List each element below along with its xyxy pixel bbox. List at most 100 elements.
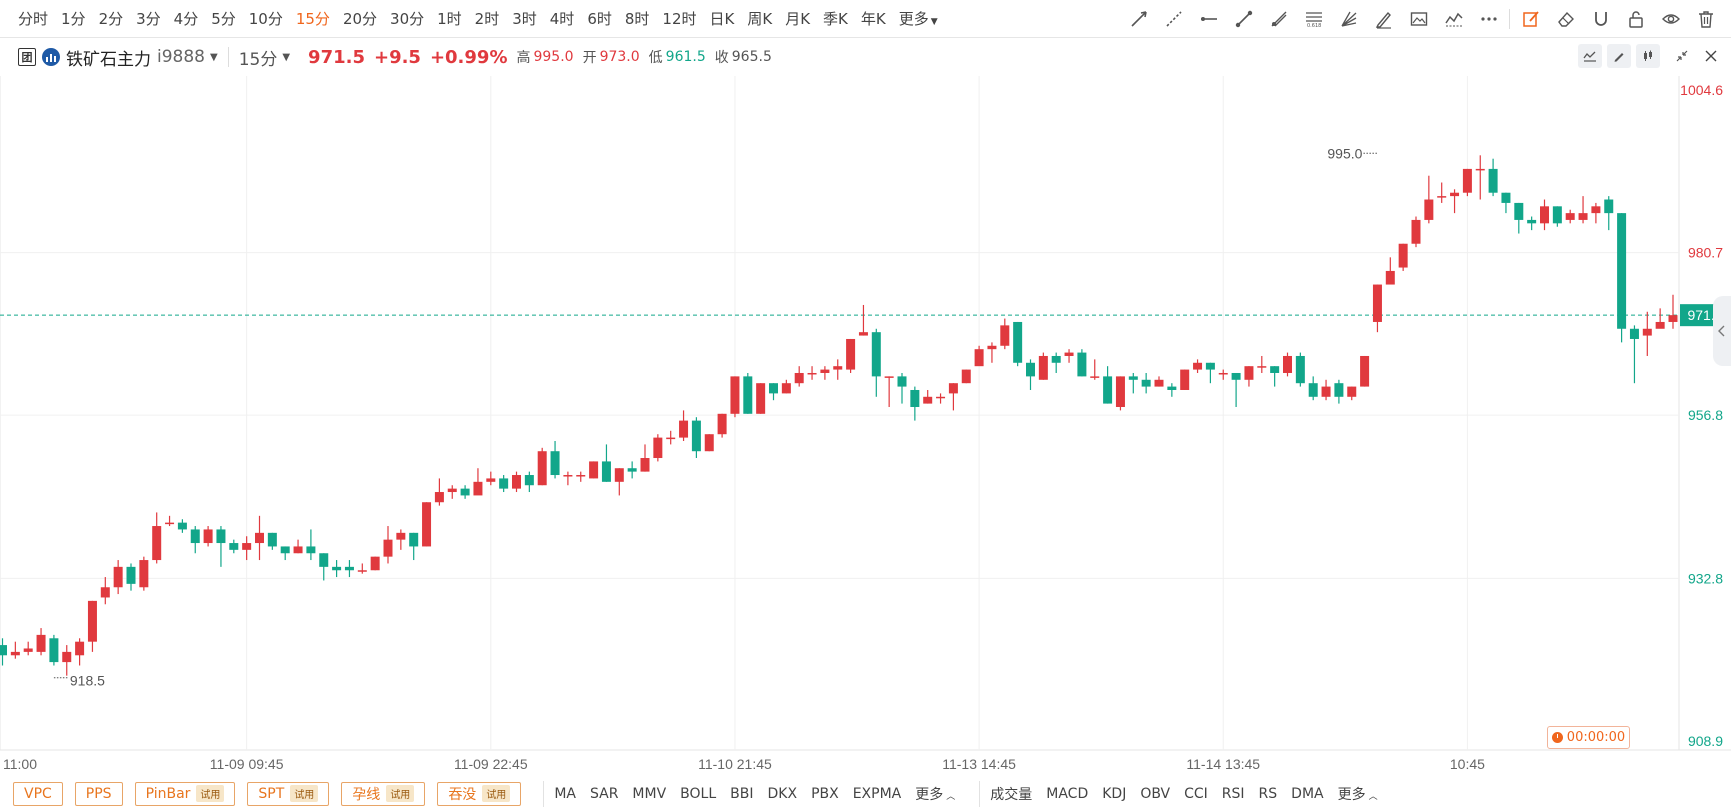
clock-icon bbox=[1551, 732, 1563, 743]
period-1[interactable]: 1分 bbox=[61, 10, 86, 28]
wave-tool-button[interactable] bbox=[1436, 0, 1471, 38]
close-icon bbox=[1705, 50, 1717, 62]
main-indicator-3[interactable]: BOLL bbox=[680, 785, 717, 802]
period-18[interactable]: 周K bbox=[747, 10, 773, 28]
period-more-button[interactable]: 更多 ▼ bbox=[899, 8, 938, 29]
main-indicator-7[interactable]: EXPMA bbox=[852, 785, 902, 802]
collapse-panel-button[interactable] bbox=[1713, 296, 1731, 366]
period-9[interactable]: 30分 bbox=[390, 10, 425, 28]
close-button[interactable] bbox=[1699, 44, 1723, 68]
sub-indicator-1[interactable]: MACD bbox=[1046, 785, 1089, 802]
period-2[interactable]: 2分 bbox=[98, 10, 124, 28]
brush-tool-button[interactable] bbox=[1366, 0, 1401, 38]
draw-button[interactable] bbox=[1607, 44, 1631, 68]
symbol-name[interactable]: 铁矿石主力 bbox=[66, 49, 151, 70]
period-12[interactable]: 3时 bbox=[512, 10, 537, 28]
main-indicator-1[interactable]: SAR bbox=[589, 785, 619, 802]
candle-body bbox=[1372, 284, 1382, 322]
strategy-tag-1[interactable]: PPS bbox=[74, 781, 123, 806]
horizontal-line-tool-button[interactable] bbox=[1191, 0, 1226, 38]
candle-body bbox=[1604, 199, 1614, 214]
candle-body bbox=[87, 600, 97, 642]
candle-body bbox=[1141, 379, 1151, 387]
candle-body bbox=[537, 451, 547, 486]
candle-body bbox=[447, 488, 457, 493]
strategy-tag-4[interactable]: 孕线 试用 bbox=[341, 781, 426, 806]
fan-tool-button[interactable] bbox=[1331, 0, 1366, 38]
period-4[interactable]: 4分 bbox=[173, 10, 199, 28]
candle-body bbox=[1552, 206, 1562, 224]
candle-body bbox=[473, 481, 483, 496]
period-11[interactable]: 2时 bbox=[474, 10, 500, 28]
period-10[interactable]: 1时 bbox=[437, 10, 462, 28]
chart-style-button[interactable] bbox=[1578, 44, 1602, 68]
image-tool-button[interactable] bbox=[1401, 0, 1436, 38]
period-16[interactable]: 12时 bbox=[662, 10, 697, 28]
period-13[interactable]: 4时 bbox=[549, 10, 575, 28]
strategy-tag-3[interactable]: SPT 试用 bbox=[247, 781, 330, 806]
sub-indicator-6[interactable]: RS bbox=[1258, 785, 1278, 802]
main-indicator-2[interactable]: MMV bbox=[632, 785, 667, 802]
main-indicator-more-button[interactable]: 更多 ︿ bbox=[915, 784, 955, 804]
symbol-badge-icon[interactable]: 团 bbox=[18, 48, 36, 66]
more-dots-tool-button[interactable] bbox=[1471, 0, 1506, 38]
candle-body bbox=[1437, 196, 1447, 198]
period-15[interactable]: 8时 bbox=[624, 10, 650, 28]
period-21[interactable]: 年K bbox=[860, 10, 886, 28]
period-6[interactable]: 10分 bbox=[248, 10, 283, 28]
candle-body bbox=[1051, 355, 1061, 363]
sub-indicator-2[interactable]: KDJ bbox=[1102, 785, 1127, 802]
symbol-info-bar: 团 铁矿石主力 i9888 ▼ 15分 ▼ 971.5 +9.5 +0.99% … bbox=[0, 38, 1731, 76]
sub-indicator-7[interactable]: DMA bbox=[1291, 785, 1324, 802]
open-label: 开 bbox=[582, 50, 597, 66]
parallel-channel-tool-button[interactable] bbox=[1261, 0, 1296, 38]
period-20[interactable]: 季K bbox=[823, 10, 848, 28]
symbol-dropdown-icon[interactable]: ▼ bbox=[210, 51, 218, 63]
y-tick-label: 908.9 bbox=[1688, 733, 1723, 749]
sub-indicator-5[interactable]: RSI bbox=[1221, 785, 1245, 802]
segment-tool-button[interactable] bbox=[1226, 0, 1261, 38]
strategy-tag-2[interactable]: PinBar 试用 bbox=[134, 781, 236, 806]
candle-body bbox=[1218, 372, 1228, 375]
pencil-icon bbox=[1614, 53, 1624, 62]
magnet-tool-button[interactable] bbox=[1583, 0, 1618, 38]
fan-icon bbox=[1340, 11, 1356, 27]
interval-selector[interactable]: 15分 bbox=[238, 49, 278, 70]
interval-dropdown-icon[interactable]: ▼ bbox=[282, 51, 291, 63]
period-8[interactable]: 20分 bbox=[342, 10, 378, 28]
candle-type-button[interactable] bbox=[1636, 44, 1660, 68]
period-7[interactable]: 15分 bbox=[295, 10, 330, 28]
x-tick-label: 11-13 14:45 bbox=[942, 756, 1016, 772]
main-indicator-4[interactable]: BBI bbox=[730, 785, 754, 802]
fibonacci-tool-button[interactable]: 0.618 bbox=[1296, 0, 1331, 38]
period-17[interactable]: 日K bbox=[709, 10, 735, 28]
candle-body bbox=[1462, 168, 1472, 193]
candle-body bbox=[730, 376, 740, 414]
shrink-button[interactable] bbox=[1670, 44, 1694, 68]
main-indicator-5[interactable]: DKX bbox=[767, 785, 798, 802]
drawing-mode-tool-button[interactable] bbox=[1513, 0, 1548, 38]
sub-indicator-3[interactable]: OBV bbox=[1140, 785, 1171, 802]
symbol-code[interactable]: i9888 bbox=[157, 47, 205, 67]
sub-indicator-0[interactable]: 成交量 bbox=[990, 786, 1033, 803]
main-indicator-0[interactable]: MA bbox=[554, 785, 576, 802]
trash-tool-button[interactable] bbox=[1688, 0, 1723, 38]
candle-body bbox=[1283, 355, 1292, 373]
trend-line-tool-button[interactable] bbox=[1121, 0, 1156, 38]
main-indicator-6[interactable]: PBX bbox=[811, 785, 839, 802]
period-19[interactable]: 月K bbox=[785, 10, 811, 28]
eye-tool-button[interactable] bbox=[1653, 0, 1688, 38]
eraser-tool-button[interactable] bbox=[1548, 0, 1583, 38]
strategy-tag-5[interactable]: 吞没 试用 bbox=[437, 781, 522, 806]
candle-body bbox=[704, 434, 714, 452]
sub-indicator-4[interactable]: CCI bbox=[1184, 785, 1208, 802]
sub-indicator-more-button[interactable]: 更多 ︿ bbox=[1338, 784, 1378, 804]
unlock-tool-button[interactable] bbox=[1618, 0, 1653, 38]
dashed-ray-tool-button[interactable] bbox=[1156, 0, 1191, 38]
period-0[interactable]: 分时 bbox=[18, 10, 49, 28]
period-3[interactable]: 3分 bbox=[136, 10, 161, 28]
strategy-tag-0[interactable]: VPC bbox=[13, 781, 63, 806]
period-5[interactable]: 5分 bbox=[211, 10, 236, 28]
period-14[interactable]: 6时 bbox=[587, 10, 612, 28]
